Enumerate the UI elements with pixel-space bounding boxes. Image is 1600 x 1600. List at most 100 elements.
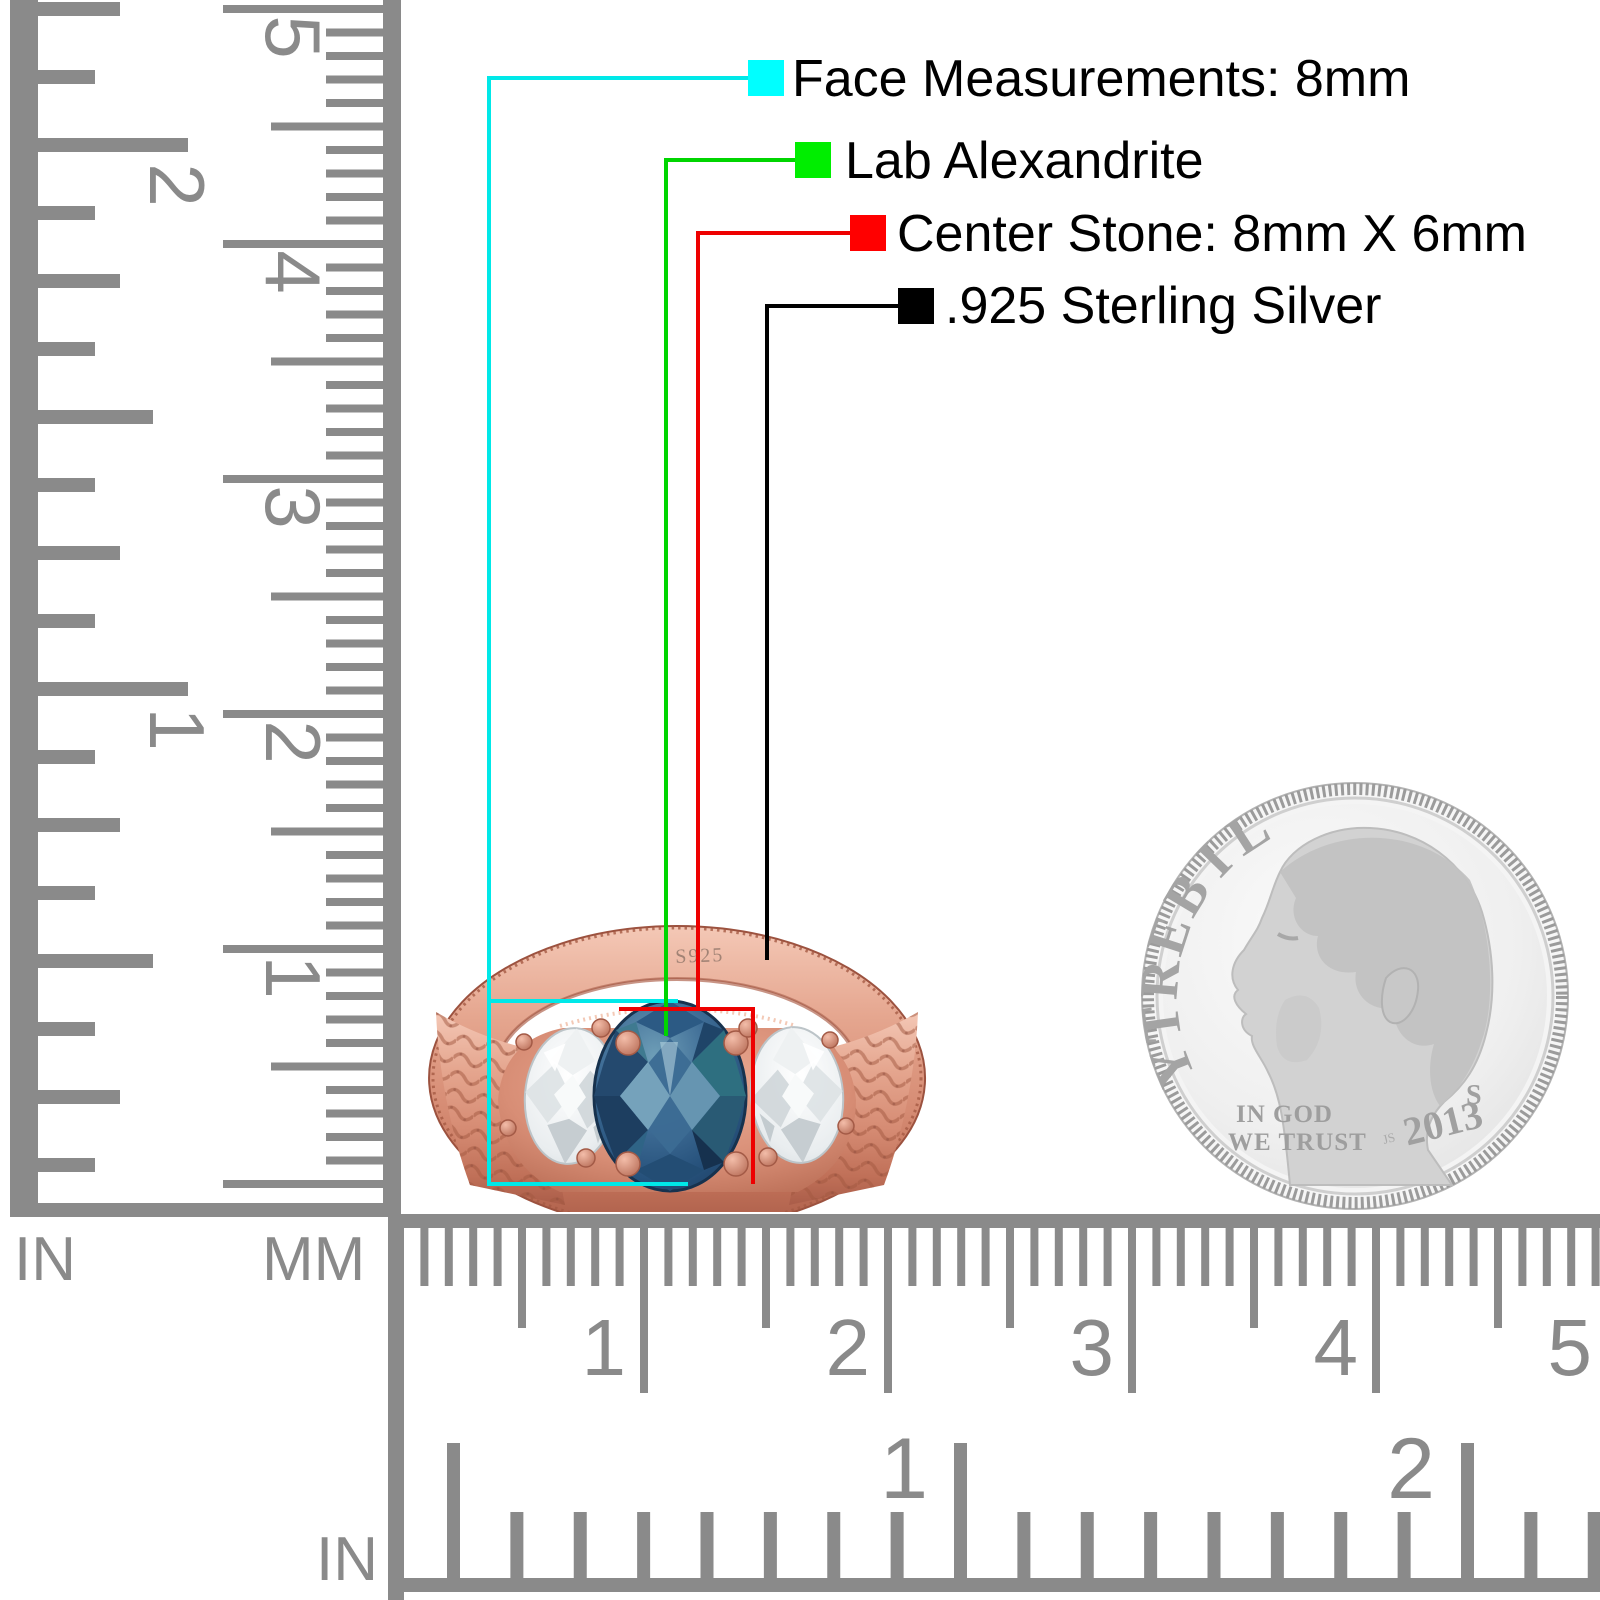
tick: [737, 1228, 746, 1286]
legend-label-stone-type: Lab Alexandrite: [845, 132, 1204, 190]
tick: [1250, 1228, 1258, 1328]
coin-motto-line2: WE TRUST: [1228, 1129, 1367, 1156]
bottom-inch-unit-label: IN: [316, 1525, 378, 1594]
tick: [38, 954, 153, 968]
tick: [700, 1512, 714, 1578]
tick: [1225, 1228, 1234, 1286]
tick: [762, 1228, 770, 1328]
ruler-number: 3: [249, 485, 337, 528]
ruler-number: 2: [249, 720, 337, 763]
milgrain-edge: [431, 926, 923, 1212]
tick: [326, 898, 383, 906]
ruler-number: 4: [249, 250, 337, 293]
tick: [271, 357, 383, 366]
tick: [271, 827, 383, 836]
left-inch-ruler-bar: [10, 0, 38, 1217]
tick: [713, 1228, 722, 1286]
tick: [957, 1228, 966, 1286]
tick: [326, 851, 383, 859]
tick: [326, 1039, 383, 1047]
ruler-number: 1: [582, 1303, 627, 1392]
bottom-mm-ticks: [420, 1228, 1600, 1393]
eye-line: [1276, 932, 1299, 941]
tick: [493, 1228, 502, 1286]
tick: [38, 614, 95, 628]
tick: [38, 138, 188, 152]
tick: [271, 592, 383, 601]
tick: [38, 1158, 95, 1172]
tick: [591, 1228, 600, 1286]
tick: [1420, 1228, 1429, 1286]
tick: [954, 1443, 967, 1578]
tick: [786, 1228, 795, 1286]
tick: [810, 1228, 819, 1286]
legend-label-center-stone: Center Stone: 8mm X 6mm: [897, 205, 1527, 263]
tick: [1372, 1228, 1380, 1393]
callout-line-face: [487, 76, 748, 1186]
tick: [326, 52, 383, 60]
tick: [908, 1228, 917, 1286]
tick: [38, 886, 95, 900]
tick: [1006, 1228, 1014, 1328]
legend-label-metal: .925 Sterling Silver: [945, 277, 1381, 335]
tick: [566, 1228, 575, 1286]
tick: [38, 1022, 95, 1036]
tick: [326, 451, 383, 460]
tick: [326, 1156, 383, 1165]
tick: [1030, 1228, 1039, 1286]
bottom-ruler: 1 2 3 4 5 1 2 IN: [316, 1214, 1600, 1600]
tick: [981, 1228, 990, 1286]
tick: [38, 546, 120, 560]
tick: [326, 146, 383, 154]
tick: [884, 1228, 892, 1393]
ruler-number: 2: [1387, 1421, 1435, 1517]
tick: [1347, 1228, 1356, 1286]
tick: [38, 818, 120, 832]
ruler-number: 1: [249, 955, 337, 998]
callout-lines: [487, 76, 898, 1186]
tick: [1591, 1228, 1600, 1286]
tick: [326, 968, 383, 977]
tick: [38, 2, 120, 16]
tick: [38, 206, 95, 220]
tick: [890, 1512, 904, 1578]
tick: [271, 1062, 383, 1071]
left-mm-ruler-ticks: [223, 5, 383, 1188]
callout-line-metal: [765, 304, 898, 960]
ear: [1380, 967, 1420, 1025]
legend-swatch-face: [748, 60, 784, 96]
tick: [1542, 1228, 1551, 1286]
tick: [38, 410, 153, 424]
coin-reeded-edge: [1142, 783, 1568, 1209]
tick: [326, 169, 383, 178]
tick: [932, 1228, 941, 1286]
tick: [38, 274, 120, 288]
tick: [835, 1228, 844, 1286]
tick: [223, 475, 383, 483]
liberty-letter: R: [1128, 956, 1191, 1001]
tick: [326, 733, 383, 742]
ruler-number: 1: [880, 1421, 928, 1517]
coin-motto-line1: IN GOD: [1236, 1101, 1333, 1128]
tick: [1080, 1512, 1094, 1578]
legend-label-face: Face Measurements: 8mm: [792, 50, 1410, 108]
tick: [326, 99, 383, 107]
legend-swatch-stone-type: [795, 142, 831, 178]
tick: [664, 1228, 673, 1286]
tick: [326, 1109, 383, 1118]
legend-swatch-center-stone: [850, 215, 886, 251]
prongs: [499, 1018, 855, 1177]
tick: [688, 1228, 697, 1286]
tick: [1323, 1228, 1332, 1286]
tick: [326, 874, 383, 883]
left-inch-ruler: 2 1: [10, 0, 221, 1217]
tick: [38, 70, 95, 84]
coin-mint-mark: S: [1466, 1080, 1482, 1111]
side-stone-left: [523, 1027, 619, 1165]
callout-line-center-stone: [619, 231, 850, 1184]
tick: [223, 1180, 383, 1188]
tick: [326, 569, 383, 577]
bottom-ruler-bottom-bar: [388, 1578, 1600, 1592]
tick: [1103, 1228, 1112, 1286]
